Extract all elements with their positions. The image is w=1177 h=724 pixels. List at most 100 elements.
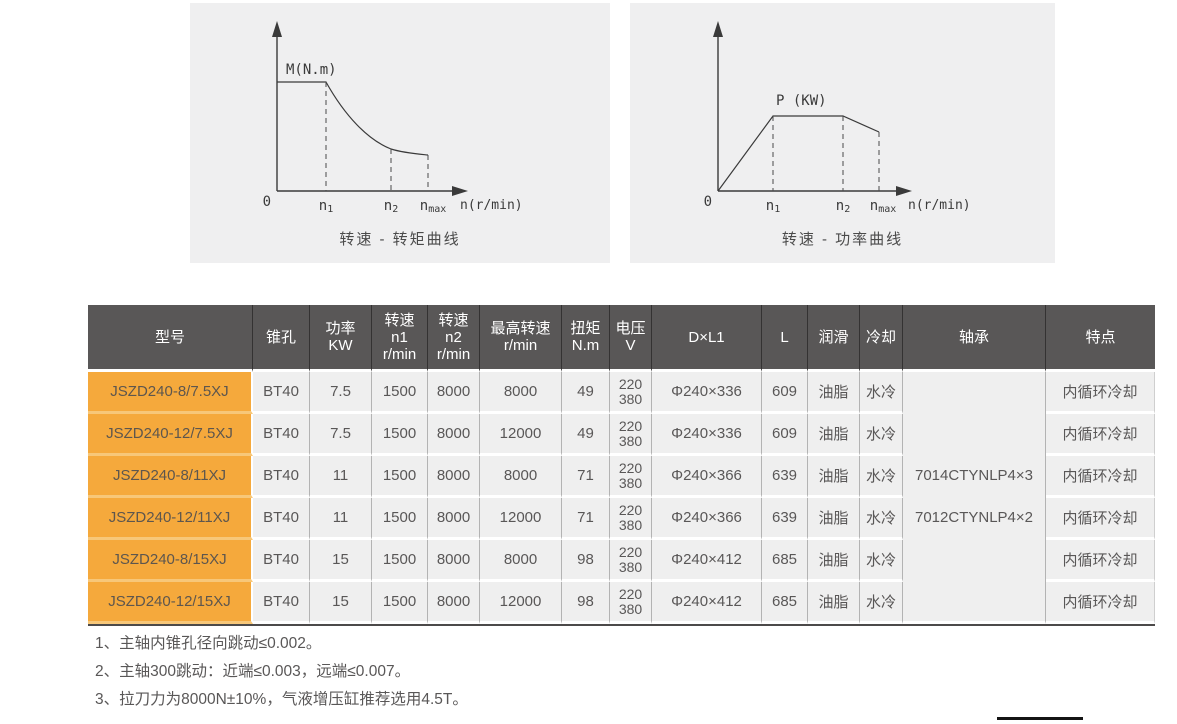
n2-cell: 8000 — [428, 498, 480, 540]
voltage-cell: 220 380 — [610, 498, 652, 540]
n1-cell: 1500 — [372, 582, 428, 624]
torque-cell: 71 — [562, 498, 610, 540]
page-footer-rule — [997, 717, 1083, 720]
model-cell: JSZD240-12/11XJ — [88, 498, 253, 540]
col-header-taper: 锥孔 — [253, 305, 310, 372]
model-cell: JSZD240-8/15XJ — [88, 540, 253, 582]
note-item-3: 3、拉刀力为8000N±10%，气液增压缸推荐选用4.5T。 — [95, 691, 468, 708]
n2-cell: 8000 — [428, 540, 480, 582]
torque-cell: 71 — [562, 456, 610, 498]
max-speed-cell: 12000 — [480, 414, 562, 456]
n1-cell: 1500 — [372, 456, 428, 498]
taper-cell: BT40 — [253, 414, 310, 456]
torque-speed-chart: M(N.m) 0 n1 n2 nmax n(r/min) — [263, 21, 523, 215]
col-header-l: L — [762, 305, 808, 372]
torque-curve — [277, 81, 429, 156]
y-axis-label: M(N.m) — [286, 62, 337, 78]
bearing-value-2: 7012CTYNLP4×2 — [915, 508, 1033, 526]
dxl1-cell: Φ240×412 — [652, 540, 762, 582]
table-header-row: 型号 锥孔 功率 KW 转速 n1 r/min 转速 n2 r/min 最高转速 r/min… — [88, 305, 1155, 372]
max-speed-cell: 8000 — [480, 456, 562, 498]
col-header-bearing: 轴承 — [903, 305, 1046, 372]
col-header-n1: 转速 n1 r/min — [372, 305, 428, 372]
col-header-n2: 转速 n2 r/min — [428, 305, 480, 372]
power-chart-caption: 转速 - 功率曲线 — [781, 231, 904, 248]
col-header-model: 型号 — [88, 305, 253, 372]
feature-cell: 内循环冷却 — [1046, 372, 1155, 414]
feature-cell: 内循环冷却 — [1046, 498, 1155, 540]
model-cell: JSZD240-8/7.5XJ — [88, 372, 253, 414]
note-item-2: 2、主轴300跳动：近端≤0.003，远端≤0.007。 — [95, 663, 411, 680]
n2-cell: 8000 — [428, 582, 480, 624]
n2-tick-label: n2 — [836, 198, 850, 215]
max-speed-cell: 12000 — [480, 498, 562, 540]
col-header-torque: 扭矩 N.m — [562, 305, 610, 372]
col-header-max-speed: 最高转速 r/min — [480, 305, 562, 372]
lube-cell: 油脂 — [808, 414, 860, 456]
table-row: JSZD240-8/11XJ BT40 11 1500 8000 8000 71… — [88, 456, 1155, 498]
col-header-feature: 特点 — [1046, 305, 1155, 372]
power-cell: 7.5 — [310, 372, 372, 414]
power-cell: 15 — [310, 582, 372, 624]
n1-cell: 1500 — [372, 540, 428, 582]
spec-table: 型号 锥孔 功率 KW 转速 n1 r/min 转速 n2 r/min 最高转速 r/min… — [88, 305, 1155, 626]
power-speed-chart-panel: P (KW) 0 n1 n2 nmax n(r/min) 转速 - 功率曲线 — [630, 3, 1055, 263]
n2-cell: 8000 — [428, 372, 480, 414]
dxl1-cell: Φ240×366 — [652, 456, 762, 498]
dxl1-cell: Φ240×412 — [652, 582, 762, 624]
x-axis-arrow-icon — [452, 186, 468, 196]
cooling-cell: 水冷 — [860, 498, 903, 540]
l-cell: 609 — [762, 414, 808, 456]
n2-cell: 8000 — [428, 414, 480, 456]
dxl1-cell: Φ240×336 — [652, 414, 762, 456]
origin-label: 0 — [704, 194, 712, 210]
nmax-tick-label: nmax — [870, 198, 897, 215]
table-row: JSZD240-12/7.5XJ BT40 7.5 1500 8000 1200… — [88, 414, 1155, 456]
table-row: JSZD240-12/11XJ BT40 11 1500 8000 12000 … — [88, 498, 1155, 540]
bearing-merged-cell: 7014CTYNLP4×3 7012CTYNLP4×2 — [903, 372, 1046, 624]
power-curve — [717, 115, 880, 192]
n2-cell: 8000 — [428, 456, 480, 498]
l-cell: 685 — [762, 582, 808, 624]
dxl1-cell: Φ240×336 — [652, 372, 762, 414]
table-row: JSZD240-8/7.5XJ BT40 7.5 1500 8000 8000 … — [88, 372, 1155, 624]
lube-cell: 油脂 — [808, 540, 860, 582]
n1-tick-label: n1 — [766, 198, 780, 215]
col-header-cooling: 冷却 — [860, 305, 903, 372]
cooling-cell: 水冷 — [860, 414, 903, 456]
origin-label: 0 — [263, 194, 271, 210]
lube-cell: 油脂 — [808, 372, 860, 414]
power-speed-chart: P (KW) 0 n1 n2 nmax n(r/min) — [704, 21, 971, 215]
torque-chart-caption: 转速 - 转矩曲线 — [339, 231, 461, 248]
col-header-voltage: 电压 V — [610, 305, 652, 372]
voltage-cell: 220 380 — [610, 540, 652, 582]
note-item-1: 1、主轴内锥孔径向跳动≤0.002。 — [95, 635, 322, 652]
torque-speed-chart-panel: M(N.m) 0 n1 n2 nmax n(r/min) 转速 - 转矩曲线 — [190, 3, 610, 263]
torque-cell: 98 — [562, 582, 610, 624]
n2-tick-label: n2 — [384, 198, 398, 215]
taper-cell: BT40 — [253, 372, 310, 414]
cooling-cell: 水冷 — [860, 582, 903, 624]
notes-list: 1、主轴内锥孔径向跳动≤0.002。 2、主轴300跳动：近端≤0.003，远端… — [95, 630, 468, 714]
max-speed-cell: 8000 — [480, 540, 562, 582]
lube-cell: 油脂 — [808, 456, 860, 498]
l-cell: 685 — [762, 540, 808, 582]
model-cell: JSZD240-12/7.5XJ — [88, 414, 253, 456]
col-header-power: 功率 KW — [310, 305, 372, 372]
x-axis-label: n(r/min) — [908, 198, 971, 213]
feature-cell: 内循环冷却 — [1046, 414, 1155, 456]
n1-cell: 1500 — [372, 372, 428, 414]
taper-cell: BT40 — [253, 498, 310, 540]
bearing-value-1: 7014CTYNLP4×3 — [915, 466, 1033, 484]
n1-tick-label: n1 — [319, 198, 333, 215]
feature-cell: 内循环冷却 — [1046, 456, 1155, 498]
y-axis-arrow-icon — [713, 21, 723, 37]
voltage-cell: 220 380 — [610, 582, 652, 624]
nmax-tick-label: nmax — [420, 198, 447, 215]
power-cell: 7.5 — [310, 414, 372, 456]
cooling-cell: 水冷 — [860, 372, 903, 414]
model-cell: JSZD240-12/15XJ — [88, 582, 253, 624]
model-cell: JSZD240-8/11XJ — [88, 456, 253, 498]
torque-cell: 98 — [562, 540, 610, 582]
